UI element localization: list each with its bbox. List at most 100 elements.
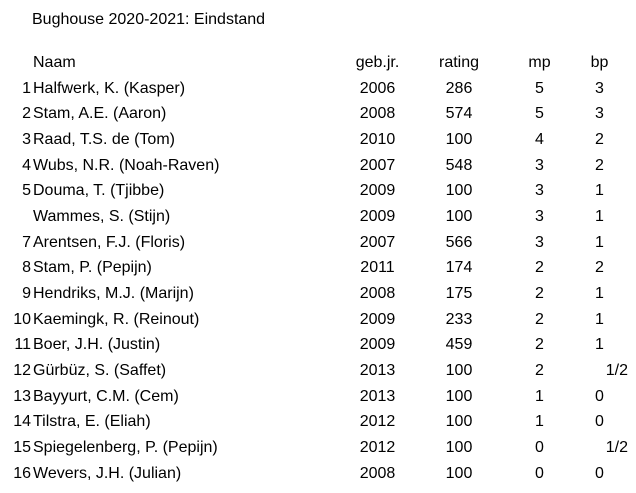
cell-rank: 12 [13, 362, 31, 380]
cell-player-name: Kaemingk, R. (Reinout) [33, 310, 200, 328]
cell-rank: 8 [22, 259, 31, 277]
cell-board-points: 0 [595, 464, 604, 482]
table-row: 14 Tilstra, E. (Eliah) 2012 100 1 0 [0, 410, 628, 436]
cell-birth-year: 2007 [359, 233, 396, 251]
cell-birth-year: 2011 [360, 259, 395, 277]
table-row: 11 Boer, J.H. (Justin) 2009 459 2 1 [0, 333, 628, 359]
table-row: 13 Bayyurt, C.M. (Cem) 2013 100 1 0 [0, 384, 628, 410]
cell-player-name: Wammes, S. (Stijn) [33, 207, 171, 225]
cell-match-points: 1 [535, 387, 544, 405]
document-title: Bughouse 2020-2021: Eindstand [32, 11, 266, 28]
cell-player-name: Spiegelenberg, P. (Pepijn) [33, 439, 218, 457]
cell-board-points: 1 [595, 285, 604, 303]
cell-birth-year: 2009 [359, 207, 396, 225]
cell-rating: 233 [445, 310, 473, 328]
table-row: 2 Stam, A.E. (Aaron) 2008 574 5 3 [0, 101, 628, 127]
cell-match-points: 3 [535, 233, 544, 251]
cell-board-points: 2 [595, 156, 604, 174]
cell-rating: 566 [445, 233, 473, 251]
table-row: 15 Spiegelenberg, P. (Pepijn) 2012 100 0 1/2 [0, 435, 628, 461]
cell-rating: 574 [445, 105, 473, 123]
cell-birth-year: 2012 [359, 439, 396, 457]
cell-board-points: 1 [595, 310, 604, 328]
cell-birth-year: 2012 [359, 413, 396, 431]
cell-birth-year: 2009 [359, 336, 396, 354]
cell-rank: 1 [22, 79, 31, 97]
cell-rank: 13 [13, 387, 31, 405]
header-board-points: bp [590, 53, 609, 71]
cell-rating: 100 [445, 362, 473, 380]
cell-player-name: Wubs, N.R. (Noah-Raven) [33, 156, 220, 174]
cell-birth-year: 2009 [359, 182, 396, 200]
cell-rank: 5 [22, 182, 31, 200]
cell-birth-year: 2006 [359, 79, 396, 97]
cell-rating: 100 [445, 413, 473, 431]
cell-match-points: 2 [535, 310, 544, 328]
cell-rank: 16 [13, 464, 31, 482]
cell-rank: 4 [22, 156, 31, 174]
cell-board-points: 1 [595, 207, 604, 225]
header-rating: rating [438, 53, 480, 71]
cell-board-points: 1/2 [605, 439, 628, 457]
cell-birth-year: 2013 [359, 387, 396, 405]
cell-match-points: 4 [535, 130, 544, 148]
cell-rating: 174 [445, 259, 473, 277]
cell-match-points: 1 [535, 413, 544, 431]
cell-player-name: Bayyurt, C.M. (Cem) [33, 387, 179, 405]
cell-rating: 286 [445, 79, 473, 97]
table-row: 1 Halfwerk, K. (Kasper) 2006 286 5 3 [0, 76, 628, 102]
cell-rank: 7 [22, 233, 31, 251]
table-row: 12 Gürbüz, S. (Saffet) 2013 100 2 1/2 [0, 358, 628, 384]
cell-player-name: Gürbüz, S. (Saffet) [33, 362, 167, 380]
cell-player-name: Raad, T.S. de (Tom) [33, 130, 175, 148]
cell-rank: 10 [13, 310, 31, 328]
cell-board-points: 2 [595, 259, 604, 277]
cell-rating: 100 [445, 387, 473, 405]
cell-rank: 9 [22, 285, 31, 303]
cell-rank: 11 [14, 336, 31, 354]
cell-board-points: 1/2 [605, 362, 628, 380]
cell-birth-year: 2007 [359, 156, 396, 174]
cell-match-points: 2 [535, 336, 544, 354]
cell-match-points: 2 [535, 259, 544, 277]
cell-rank: 14 [13, 413, 31, 431]
cell-rating: 459 [445, 336, 473, 354]
cell-board-points: 1 [595, 233, 604, 251]
cell-rating: 100 [445, 207, 473, 225]
cell-player-name: Stam, A.E. (Aaron) [33, 105, 167, 123]
cell-birth-year: 2008 [359, 464, 396, 482]
cell-player-name: Douma, T. (Tjibbe) [33, 182, 165, 200]
cell-rating: 175 [445, 285, 473, 303]
cell-match-points: 0 [535, 464, 544, 482]
standings-table: Naam geb.jr. rating mp bp 1 Halfwerk, K. … [0, 50, 628, 487]
cell-board-points: 3 [595, 79, 604, 97]
cell-rating: 548 [445, 156, 473, 174]
table-row: 4 Wubs, N.R. (Noah-Raven) 2007 548 3 2 [0, 153, 628, 179]
cell-board-points: 0 [595, 413, 604, 431]
cell-match-points: 3 [535, 156, 544, 174]
cell-match-points: 3 [535, 207, 544, 225]
cell-match-points: 5 [535, 105, 544, 123]
cell-rank: 2 [22, 105, 31, 123]
cell-birth-year: 2009 [359, 310, 396, 328]
header-birth-year: geb.jr. [355, 53, 400, 71]
cell-rank: 15 [13, 439, 31, 457]
cell-birth-year: 2008 [359, 285, 396, 303]
table-row: Wammes, S. (Stijn) 2009 100 3 1 [0, 204, 628, 230]
table-row: 8 Stam, P. (Pepijn) 2011 174 2 2 [0, 256, 628, 282]
table-body: 1 Halfwerk, K. (Kasper) 2006 286 5 3 2 Stam, A.… [0, 76, 628, 487]
cell-player-name: Wevers, J.H. (Julian) [33, 464, 182, 482]
cell-board-points: 1 [595, 182, 604, 200]
cell-match-points: 3 [535, 182, 544, 200]
header-rank [0, 50, 33, 76]
cell-birth-year: 2010 [359, 130, 396, 148]
cell-rank [0, 204, 33, 230]
table-row: 16 Wevers, J.H. (Julian) 2008 100 0 0 [0, 461, 628, 487]
table-row: 3 Raad, T.S. de (Tom) 2010 100 4 2 [0, 127, 628, 153]
table-row: 10 Kaemingk, R. (Reinout) 2009 233 2 1 [0, 307, 628, 333]
cell-match-points: 2 [535, 362, 544, 380]
cell-birth-year: 2013 [359, 362, 396, 380]
cell-player-name: Stam, P. (Pepijn) [33, 259, 152, 277]
cell-player-name: Halfwerk, K. (Kasper) [33, 79, 186, 97]
cell-rating: 100 [445, 182, 473, 200]
